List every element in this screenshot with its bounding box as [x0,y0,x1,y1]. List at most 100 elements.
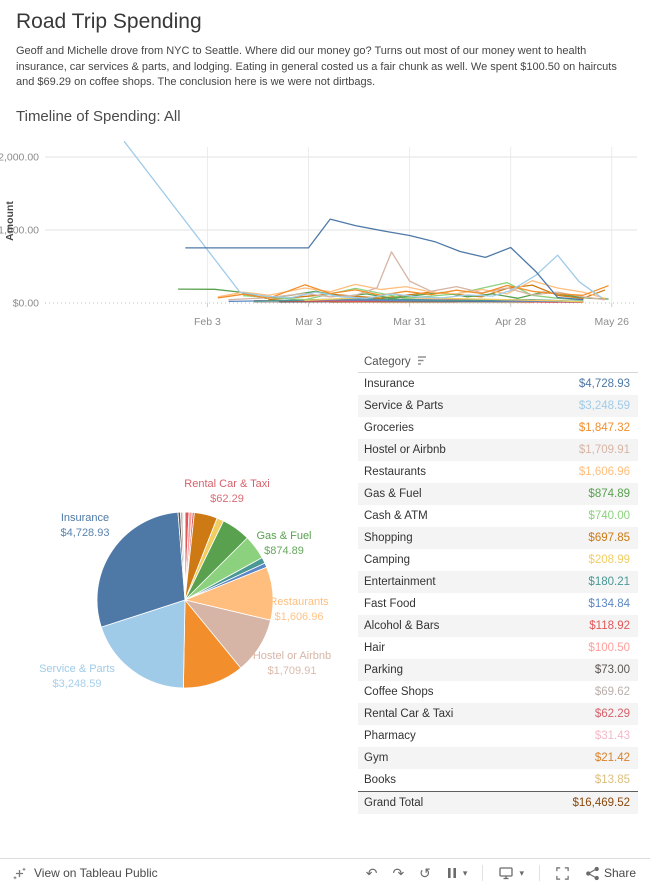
pie-label-restaurants: Restaurants $1,606.96 [269,595,328,624]
table-row[interactable]: Camping $208.99 [358,549,638,571]
category-spending-table: Category Insurance $4,728.93 Service & Par… [358,351,638,814]
pie-label-name: Restaurants [269,596,329,608]
share-icon [585,866,600,881]
view-on-tableau-public-label: View on Tableau Public [34,866,158,880]
download-display-icon [498,865,514,881]
y-axis-tick-label: $1,000.00 [0,225,39,237]
series-line[interactable] [185,218,584,301]
download-button[interactable]: ▾ [498,865,524,881]
share-label: Share [603,866,636,880]
category-cell: Groceries [364,422,414,434]
fullscreen-icon[interactable] [555,866,570,881]
category-cell: Rental Car & Taxi [364,708,454,720]
category-column-header[interactable]: Category [358,351,523,373]
table-row[interactable]: Insurance $4,728.93 [358,373,638,396]
value-cell: $740.00 [588,510,630,522]
page-title: Road Trip Spending [16,10,202,33]
x-axis-tick-label: May 26 [595,316,630,328]
pie-label-value: $4,728.93 [60,526,110,539]
category-cell: Service & Parts [364,400,444,412]
category-cell: Pharmacy [364,730,416,742]
tableau-logo-icon [12,866,27,881]
category-cell: Fast Food [364,598,416,610]
table-row[interactable]: Fast Food $134.84 [358,593,638,615]
category-cell: Camping [364,554,411,566]
table-row[interactable]: Entertainment $180.21 [358,571,638,593]
pie-label-name: Service & Parts [39,663,115,675]
table-row[interactable]: Groceries $1,847.32 [358,417,638,439]
pie-label-service-parts: Service & Parts $3,248.59 [39,662,115,691]
value-cell: $697.85 [588,532,630,544]
timeline-chart-title: Timeline of Spending: All [16,108,181,125]
value-cell: $3,248.59 [578,400,630,412]
timeline-line-chart[interactable]: Feb 3 Mar 3 Mar 31 Apr 28 May 26 $0.00 $1,000.… [0,133,650,333]
toolbar-divider [538,865,540,881]
series-line[interactable] [217,284,609,299]
sort-icon[interactable] [417,355,429,366]
grand-total-row[interactable]: Grand Total $16,469.52 [358,791,638,814]
caret-down-icon: ▾ [519,867,524,878]
pie-label-gas-fuel: Gas & Fuel $874.89 [256,529,311,558]
table-row[interactable]: Gym $21.42 [358,747,638,769]
pie-label-value: $1,709.91 [267,664,317,677]
toolbar-controls: ↶ ↷ ↺ ▾ ▾ Share [366,865,636,881]
pause-auto-updates-button[interactable]: ▾ [446,866,468,880]
category-cell: Cash & ATM [364,510,428,522]
value-cell: $1,709.91 [578,444,630,456]
pie-slice[interactable] [100,599,186,689]
toolbar-divider [482,865,484,881]
share-button[interactable]: Share [585,866,636,881]
value-cell: $1,606.96 [578,466,630,478]
redo-icon[interactable]: ↷ [392,865,405,881]
value-cell: $874.89 [588,488,630,500]
category-cell: Hair [364,642,386,654]
undo-icon[interactable]: ↶ [365,865,378,881]
x-axis-tick-label: Feb 3 [194,316,221,328]
pie-label-rental-car-taxi: Rental Car & Taxi $62.29 [184,477,269,506]
value-cell: $73.00 [594,664,630,676]
table-row[interactable]: Coffee Shops $69.62 [358,681,638,703]
table-row[interactable]: Books $13.85 [358,769,638,792]
category-cell: Restaurants [364,466,427,478]
x-axis-tick-label: Apr 28 [495,316,526,328]
table-row[interactable]: Cash & ATM $740.00 [358,505,638,527]
series-line[interactable] [268,284,606,301]
series-line[interactable] [123,141,602,299]
pie-label-name: Gas & Fuel [256,530,312,542]
pie-label-insurance: Insurance $4,728.93 [61,511,110,540]
pie-label-value: $3,248.59 [52,677,102,690]
value-cell: $4,728.93 [578,378,630,390]
category-cell: Gym [364,752,389,764]
category-cell: Entertainment [364,576,436,588]
table-row[interactable]: Hostel or Airbnb $1,709.91 [358,439,638,461]
value-cell: $13.85 [594,774,630,786]
table-row[interactable]: Hair $100.50 [358,637,638,659]
table-row[interactable]: Rental Car & Taxi $62.29 [358,703,638,725]
y-axis-tick-label: $0.00 [13,298,39,310]
pie-label-name: Hostel or Airbnb [252,650,332,662]
pie-label-value: $874.89 [264,544,304,557]
caret-down-icon: ▾ [462,867,468,878]
table-row[interactable]: Parking $73.00 [358,659,638,681]
pause-icon [446,866,458,880]
grand-total-label: Grand Total [358,791,523,814]
table-row[interactable]: Service & Parts $3,248.59 [358,395,638,417]
pie-slice[interactable] [96,511,186,628]
table-row[interactable]: Restaurants $1,606.96 [358,461,638,483]
category-pie-chart[interactable] [95,510,275,690]
table-row[interactable]: Alcohol & Bars $118.92 [358,615,638,637]
view-on-tableau-public-button[interactable]: View on Tableau Public [12,866,158,881]
pie-label-hostel-airbnb: Hostel or Airbnb $1,709.91 [253,649,331,678]
category-table-body: Insurance $4,728.93 Service & Parts $3,248.… [358,373,638,792]
table-row[interactable]: Gas & Fuel $874.89 [358,483,638,505]
value-cell: $180.21 [588,576,630,588]
reset-icon[interactable]: ↺ [419,865,431,881]
value-cell: $31.43 [594,730,630,742]
category-header-label: Category [364,356,411,368]
table-row[interactable]: Pharmacy $31.43 [358,725,638,747]
series-line[interactable] [228,251,606,301]
table-row[interactable]: Shopping $697.85 [358,527,638,549]
dashboard-description: Geoff and Michelle drove from NYC to Sea… [16,45,617,88]
value-cell: $208.99 [588,554,630,566]
